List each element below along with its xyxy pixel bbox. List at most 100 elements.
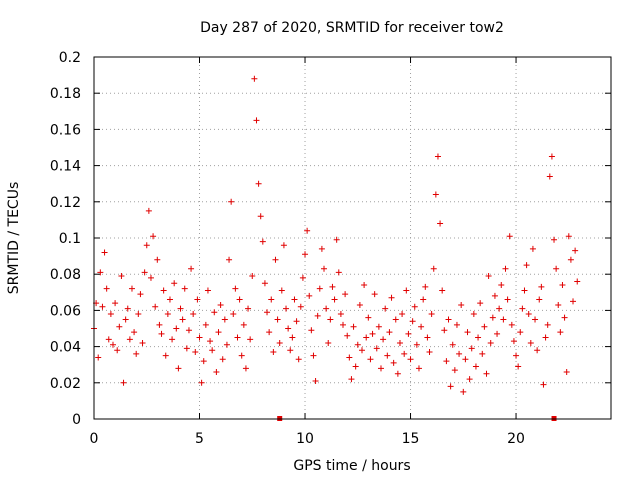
data-point bbox=[390, 359, 397, 366]
data-point bbox=[200, 358, 207, 365]
data-point bbox=[555, 301, 562, 308]
y-tick-label: 0.02 bbox=[50, 376, 81, 392]
data-point bbox=[405, 330, 412, 337]
data-point bbox=[147, 274, 154, 281]
data-point bbox=[268, 296, 275, 303]
data-point bbox=[428, 311, 435, 318]
data-point bbox=[116, 323, 123, 330]
data-point bbox=[344, 332, 351, 339]
data-point bbox=[230, 311, 237, 318]
data-point bbox=[188, 265, 195, 272]
data-point bbox=[472, 363, 479, 370]
data-point bbox=[534, 347, 541, 354]
data-point bbox=[204, 287, 211, 294]
data-point bbox=[388, 294, 395, 301]
data-point bbox=[439, 287, 446, 294]
data-point bbox=[236, 296, 243, 303]
data-point bbox=[342, 291, 349, 298]
data-point bbox=[285, 325, 292, 332]
data-point bbox=[228, 198, 235, 205]
data-point bbox=[209, 347, 216, 354]
data-point bbox=[238, 352, 245, 359]
data-point bbox=[158, 330, 165, 337]
data-point bbox=[133, 350, 140, 357]
data-point bbox=[559, 282, 566, 289]
data-point bbox=[348, 376, 355, 383]
data-point bbox=[557, 329, 564, 336]
data-point bbox=[475, 334, 482, 341]
data-point bbox=[211, 309, 218, 316]
data-point bbox=[502, 265, 509, 272]
data-point bbox=[521, 287, 528, 294]
data-point bbox=[160, 287, 167, 294]
data-point bbox=[386, 329, 393, 336]
data-point bbox=[392, 316, 399, 323]
data-point bbox=[299, 274, 306, 281]
y-axis-label: SRMTID / TECUs bbox=[6, 182, 22, 295]
data-point bbox=[458, 301, 465, 308]
data-point bbox=[118, 273, 125, 280]
data-point bbox=[551, 236, 558, 243]
y-tick-label: 0.16 bbox=[50, 122, 81, 138]
data-point bbox=[297, 303, 304, 310]
data-point bbox=[194, 296, 201, 303]
data-point bbox=[249, 273, 256, 280]
data-point bbox=[464, 329, 471, 336]
data-point bbox=[215, 329, 222, 336]
data-point bbox=[496, 305, 503, 312]
data-point bbox=[542, 334, 549, 341]
data-point bbox=[536, 296, 543, 303]
data-point bbox=[354, 341, 361, 348]
data-point bbox=[561, 314, 568, 321]
axes: 0 5 10 15 20 0 0.02 0.04 0.06 0.08 0.1 0.12 0.14 0.16… bbox=[50, 50, 612, 447]
data-point bbox=[382, 305, 389, 312]
data-point bbox=[310, 352, 317, 359]
data-point bbox=[217, 301, 224, 308]
data-point bbox=[544, 321, 551, 328]
data-point bbox=[572, 247, 579, 254]
data-point bbox=[219, 356, 226, 363]
data-point bbox=[340, 321, 347, 328]
data-point bbox=[380, 336, 387, 343]
data-point bbox=[99, 303, 106, 310]
data-point bbox=[447, 383, 454, 390]
data-point bbox=[232, 285, 239, 292]
data-point bbox=[177, 305, 184, 312]
data-point bbox=[513, 352, 520, 359]
data-point bbox=[181, 285, 188, 292]
x-axis-label: GPS time / hours bbox=[293, 458, 410, 474]
data-point bbox=[519, 305, 526, 312]
data-point bbox=[137, 291, 144, 298]
data-point bbox=[202, 321, 209, 328]
data-point bbox=[532, 316, 539, 323]
data-point bbox=[321, 265, 328, 272]
data-point bbox=[183, 345, 190, 352]
data-point bbox=[574, 278, 581, 285]
data-point bbox=[491, 292, 498, 299]
data-point bbox=[377, 365, 384, 372]
x-tick-label: 0 bbox=[90, 431, 99, 447]
data-point bbox=[261, 280, 268, 287]
data-point bbox=[546, 173, 553, 180]
data-point bbox=[274, 316, 281, 323]
data-point bbox=[418, 323, 425, 330]
data-point bbox=[346, 354, 353, 361]
data-point bbox=[101, 249, 108, 256]
data-point bbox=[266, 329, 273, 336]
data-point bbox=[323, 305, 330, 312]
data-point bbox=[257, 213, 264, 220]
data-point bbox=[190, 311, 197, 318]
data-point bbox=[479, 350, 486, 357]
data-point bbox=[481, 323, 488, 330]
data-point bbox=[97, 269, 104, 276]
data-point bbox=[312, 377, 319, 384]
y-tick-label: 0 bbox=[72, 412, 81, 428]
data-point bbox=[432, 191, 439, 198]
data-point bbox=[477, 300, 484, 307]
data-point bbox=[367, 356, 374, 363]
data-point bbox=[517, 329, 524, 336]
x-tick-label: 5 bbox=[195, 431, 204, 447]
data-point bbox=[253, 117, 260, 124]
data-points bbox=[91, 75, 581, 421]
